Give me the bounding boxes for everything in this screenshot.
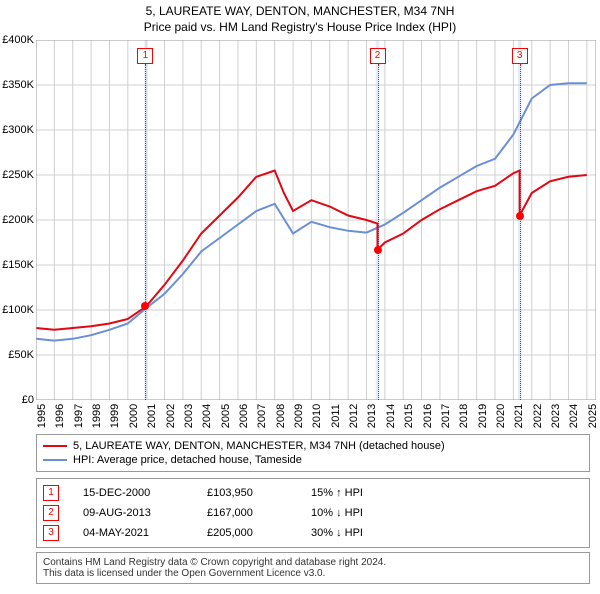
x-axis-label: 2002 xyxy=(165,404,177,428)
chart-marker-label: 1 xyxy=(137,48,153,64)
x-axis-label: 2019 xyxy=(477,404,489,428)
y-axis-label: £200K xyxy=(0,214,34,226)
x-axis-label: 2009 xyxy=(293,404,305,428)
x-axis-label: 2017 xyxy=(440,404,452,428)
x-axis-label: 2010 xyxy=(311,404,323,428)
x-axis-label: 1999 xyxy=(109,404,121,428)
x-axis-label: 2024 xyxy=(568,404,580,428)
sales-price: £103,950 xyxy=(207,487,287,499)
x-axis-label: 2001 xyxy=(146,404,158,428)
legend-label: 5, LAUREATE WAY, DENTON, MANCHESTER, M34… xyxy=(73,440,445,452)
chart-marker-label: 2 xyxy=(370,48,386,64)
sales-row: 2 09-AUG-2013 £167,000 10% ↓ HPI xyxy=(43,503,583,523)
x-axis-label: 2005 xyxy=(220,404,232,428)
x-axis-label: 2015 xyxy=(403,404,415,428)
sales-date: 09-AUG-2013 xyxy=(83,507,183,519)
x-axis-label: 1996 xyxy=(54,404,66,428)
x-axis-label: 2021 xyxy=(513,404,525,428)
x-axis-label: 1995 xyxy=(36,404,48,428)
y-axis-label: £150K xyxy=(0,259,34,271)
footer-line1: Contains HM Land Registry data © Crown c… xyxy=(43,557,583,568)
y-axis-label: £250K xyxy=(0,169,34,181)
chart-marker-line xyxy=(378,64,379,400)
x-axis-label: 2018 xyxy=(458,404,470,428)
x-axis-label: 2016 xyxy=(422,404,434,428)
y-axis-label: £100K xyxy=(0,304,34,316)
chart-area: £0£50K£100K£150K£200K£250K£300K£350K£400… xyxy=(36,40,596,400)
x-axis-label: 2008 xyxy=(275,404,287,428)
sales-price: £167,000 xyxy=(207,507,287,519)
legend-swatch xyxy=(43,445,67,447)
x-axis-label: 2013 xyxy=(366,404,378,428)
legend-swatch xyxy=(43,459,67,461)
y-axis-label: £300K xyxy=(0,124,34,136)
legend: 5, LAUREATE WAY, DENTON, MANCHESTER, M34… xyxy=(36,434,590,472)
x-axis-label: 2022 xyxy=(532,404,544,428)
footer-line2: This data is licensed under the Open Gov… xyxy=(43,568,583,579)
x-axis-label: 2000 xyxy=(128,404,140,428)
legend-item: 5, LAUREATE WAY, DENTON, MANCHESTER, M34… xyxy=(43,439,583,453)
chart-container: 5, LAUREATE WAY, DENTON, MANCHESTER, M34… xyxy=(0,4,600,594)
sales-date: 15-DEC-2000 xyxy=(83,487,183,499)
y-axis-label: £50K xyxy=(0,349,34,361)
sales-table: 1 15-DEC-2000 £103,950 15% ↑ HPI 2 09-AUG-201… xyxy=(36,478,590,548)
chart-marker-line xyxy=(145,64,146,400)
x-axis-label: 2004 xyxy=(201,404,213,428)
x-axis-label: 2020 xyxy=(495,404,507,428)
chart-marker-dot xyxy=(141,302,149,310)
y-axis-label: £0 xyxy=(0,394,34,406)
y-axis-label: £350K xyxy=(0,79,34,91)
x-axis-label: 2006 xyxy=(238,404,250,428)
x-axis-label: 2023 xyxy=(550,404,562,428)
x-axis-label: 2007 xyxy=(256,404,268,428)
y-axis-label: £400K xyxy=(0,34,34,46)
chart-marker-line xyxy=(520,64,521,400)
sales-row: 3 04-MAY-2021 £205,000 30% ↓ HPI xyxy=(43,523,583,543)
x-axis-label: 2011 xyxy=(330,404,342,428)
x-axis-label: 1998 xyxy=(91,404,103,428)
sales-price: £205,000 xyxy=(207,527,287,539)
legend-item: HPI: Average price, detached house, Tame… xyxy=(43,453,583,467)
x-axis-label: 2012 xyxy=(348,404,360,428)
sales-marker-icon: 3 xyxy=(43,525,59,541)
sales-marker-icon: 1 xyxy=(43,485,59,501)
chart-marker-dot xyxy=(516,212,524,220)
sales-delta: 10% ↓ HPI xyxy=(311,507,411,519)
chart-marker-label: 3 xyxy=(512,48,528,64)
x-axis-label: 2025 xyxy=(587,404,599,428)
chart-marker-dot xyxy=(374,246,382,254)
sales-marker-icon: 2 xyxy=(43,505,59,521)
plot-svg xyxy=(36,40,596,400)
sales-date: 04-MAY-2021 xyxy=(83,527,183,539)
chart-title: 5, LAUREATE WAY, DENTON, MANCHESTER, M34… xyxy=(0,4,600,18)
footer-attribution: Contains HM Land Registry data © Crown c… xyxy=(36,552,590,584)
sales-delta: 30% ↓ HPI xyxy=(311,527,411,539)
x-axis-label: 2014 xyxy=(385,404,397,428)
x-axis-label: 2003 xyxy=(183,404,195,428)
sales-delta: 15% ↑ HPI xyxy=(311,487,411,499)
x-axis-label: 1997 xyxy=(73,404,85,428)
sales-row: 1 15-DEC-2000 £103,950 15% ↑ HPI xyxy=(43,483,583,503)
chart-subtitle: Price paid vs. HM Land Registry's House … xyxy=(0,20,600,34)
legend-label: HPI: Average price, detached house, Tame… xyxy=(73,454,302,466)
